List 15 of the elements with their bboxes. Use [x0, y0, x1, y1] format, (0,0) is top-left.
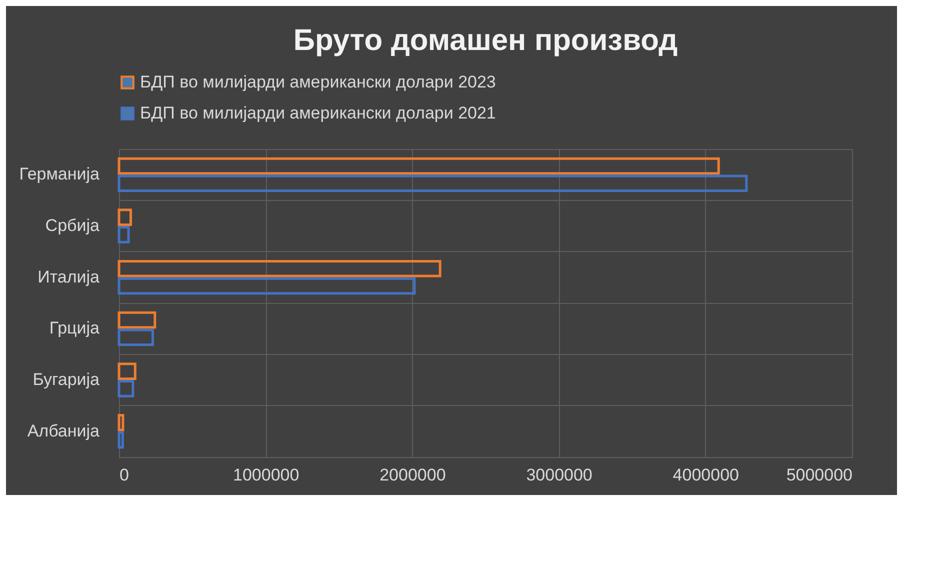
- x-tick-label: 2000000: [380, 466, 446, 484]
- x-tick-label: 1000000: [233, 466, 300, 484]
- y-tick-label: Бугарија: [32, 370, 100, 389]
- legend-label: БДП во милијарди американски долари 2023: [140, 72, 496, 92]
- x-tick-label: 5000000: [786, 466, 852, 484]
- x-tick-label: 4000000: [672, 466, 739, 484]
- legend-label: БДП во милијарди американски долари 2021: [140, 104, 496, 122]
- y-tick-label: Србија: [45, 216, 100, 235]
- y-tick-label: Грција: [49, 318, 100, 338]
- x-tick-label: 0: [120, 466, 129, 484]
- chart-title: Бруто домашен производ: [293, 24, 678, 57]
- x-tick-label: 3000000: [526, 466, 592, 484]
- y-tick-label: Италија: [38, 267, 100, 286]
- y-tick-label: Албанија: [27, 421, 100, 440]
- y-tick-label: Германија: [19, 164, 100, 184]
